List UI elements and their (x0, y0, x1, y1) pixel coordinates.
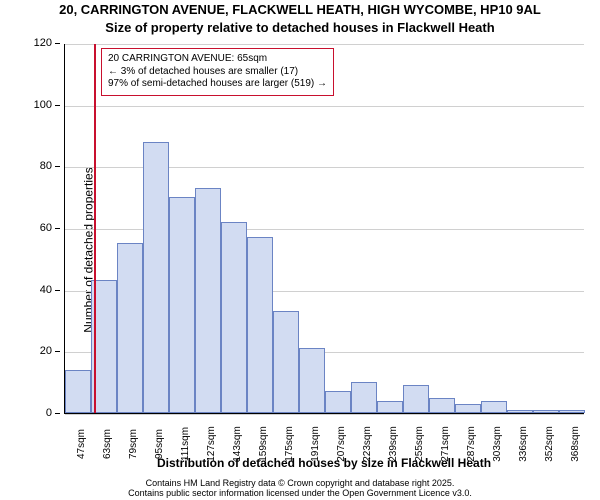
chart-title-line2: Size of property relative to detached ho… (0, 20, 600, 35)
x-axis-ticks: 47sqm63sqm79sqm95sqm111sqm127sqm143sqm15… (64, 414, 584, 456)
annotation-line1: 20 CARRINGTON AVENUE: 65sqm (108, 53, 327, 66)
plot-area: 20 CARRINGTON AVENUE: 65sqm ← 3% of deta… (64, 44, 584, 414)
y-tick-label: 0 (46, 407, 52, 419)
histogram-bar (507, 410, 533, 413)
histogram-bar (455, 404, 481, 413)
x-axis-label: Distribution of detached houses by size … (64, 456, 584, 470)
y-tick-label: 80 (40, 160, 52, 172)
histogram-bar (377, 401, 403, 413)
gridline (65, 106, 584, 107)
histogram-bar (169, 197, 195, 413)
histogram-bar (143, 142, 169, 413)
histogram-bar (403, 385, 429, 413)
annotation-box: 20 CARRINGTON AVENUE: 65sqm ← 3% of deta… (101, 48, 334, 96)
histogram-bar (351, 382, 377, 413)
y-axis-ticks: 020406080100120 (0, 44, 60, 414)
y-tick-label: 100 (34, 99, 52, 111)
footer-attribution: Contains HM Land Registry data © Crown c… (0, 478, 600, 498)
histogram-bar (273, 311, 299, 413)
histogram-bar (533, 410, 559, 413)
histogram-bar (247, 237, 273, 413)
histogram-bar (117, 243, 143, 413)
histogram-bar (325, 391, 351, 413)
footer-line1: Contains HM Land Registry data © Crown c… (0, 478, 600, 488)
y-tick-label: 120 (34, 37, 52, 49)
histogram-bar (299, 348, 325, 413)
annotation-line3: 97% of semi-detached houses are larger (… (108, 78, 327, 91)
histogram-bar (221, 222, 247, 413)
histogram-bar (195, 188, 221, 413)
annotation-line2: ← 3% of detached houses are smaller (17) (108, 66, 327, 79)
histogram-bar (481, 401, 507, 413)
histogram-bar (65, 370, 91, 413)
chart-title-line1: 20, CARRINGTON AVENUE, FLACKWELL HEATH, … (0, 2, 600, 17)
histogram-bar (429, 398, 455, 413)
y-tick-label: 20 (40, 345, 52, 357)
y-tick-label: 60 (40, 222, 52, 234)
subject-marker-line (94, 44, 96, 413)
footer-line2: Contains public sector information licen… (0, 488, 600, 498)
gridline (65, 44, 584, 45)
histogram-bar (559, 410, 585, 413)
y-tick-label: 40 (40, 284, 52, 296)
